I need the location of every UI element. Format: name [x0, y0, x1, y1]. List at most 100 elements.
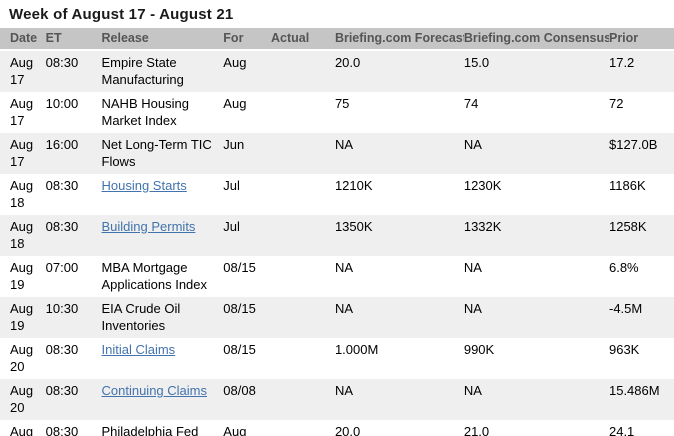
cell-consensus: NA	[463, 137, 482, 152]
cell-for: Jun	[223, 137, 245, 152]
cell-for: Jul	[223, 178, 240, 193]
cell-date: Aug 19	[10, 301, 34, 333]
cell-actual	[271, 215, 335, 256]
cell-actual	[271, 338, 335, 379]
cell-prior: $127.0B	[608, 137, 658, 152]
cell-date: Aug 18	[10, 219, 34, 251]
cell-et: 10:00	[45, 96, 79, 111]
cell-prior: 72	[608, 96, 624, 111]
cell-release: MBA Mortgage Applications Index	[101, 260, 208, 292]
cell-et: 08:30	[45, 219, 79, 234]
table-row: Aug 19 10:30 EIA Crude Oil Inventories 0…	[0, 297, 674, 338]
cell-for: Aug	[223, 55, 247, 70]
column-header-prior: Prior	[608, 28, 674, 51]
cell-date: Aug 19	[10, 260, 34, 292]
cell-for: 08/15	[223, 260, 256, 275]
column-header-et: ET	[45, 28, 102, 51]
table-row: Aug 17 08:30 Empire State Manufacturing …	[0, 50, 674, 92]
column-header-for: For	[223, 28, 271, 51]
page-title: Week of August 17 - August 21	[9, 6, 234, 23]
table-body: Aug 17 08:30 Empire State Manufacturing …	[0, 50, 674, 436]
cell-for: Aug	[223, 424, 247, 436]
cell-actual	[271, 297, 335, 338]
cell-forecast: NA	[334, 383, 353, 398]
cell-et: 08:30	[45, 383, 79, 398]
cell-consensus: NA	[463, 260, 482, 275]
cell-forecast: 75	[334, 96, 350, 111]
cell-consensus: NA	[463, 301, 482, 316]
cell-release: Empire State Manufacturing	[101, 55, 184, 87]
table-row: Aug 20 08:30 Philadelphia Fed Index Aug …	[0, 420, 674, 436]
cell-prior: 1258K	[608, 219, 647, 234]
cell-for: Aug	[223, 96, 247, 111]
cell-for: Jul	[223, 219, 240, 234]
cell-prior: 963K	[608, 342, 640, 357]
cell-et: 08:30	[45, 55, 79, 70]
cell-prior: 15.486M	[608, 383, 660, 398]
cell-et: 08:30	[45, 178, 79, 193]
cell-actual	[271, 174, 335, 215]
table-header: Date ET Release For Actual Briefing.com …	[0, 28, 674, 51]
cell-prior: 24.1	[608, 424, 635, 436]
cell-release: Philadelphia Fed Index	[101, 424, 199, 436]
column-header-actual: Actual	[271, 28, 335, 51]
cell-release: Net Long-Term TIC Flows	[101, 137, 212, 169]
table-row: Aug 17 16:00 Net Long-Term TIC Flows Jun…	[0, 133, 674, 174]
column-header-consensus: Briefing.com Consensus	[463, 28, 609, 51]
economic-calendar-table: Date ET Release For Actual Briefing.com …	[0, 28, 674, 436]
table-row: Aug 17 10:00 NAHB Housing Market Index A…	[0, 92, 674, 133]
cell-forecast: 20.0	[334, 424, 361, 436]
cell-actual	[271, 92, 335, 133]
cell-forecast: NA	[334, 260, 353, 275]
cell-release: EIA Crude Oil Inventories	[101, 301, 181, 333]
cell-for: 08/15	[223, 301, 256, 316]
column-header-forecast: Briefing.com Forecast	[334, 28, 464, 51]
table-row: Aug 20 08:30 Initial Claims 08/15 1.000M…	[0, 338, 674, 379]
table-row: Aug 19 07:00 MBA Mortgage Applications I…	[0, 256, 674, 297]
cell-prior: -4.5M	[608, 301, 643, 316]
cell-consensus: NA	[463, 383, 482, 398]
cell-actual	[271, 379, 335, 420]
cell-release: NAHB Housing Market Index	[101, 96, 189, 128]
cell-prior: 17.2	[608, 55, 635, 70]
header-row: Date ET Release For Actual Briefing.com …	[0, 28, 674, 51]
cell-actual	[271, 256, 335, 297]
cell-forecast: 1210K	[334, 178, 373, 193]
cell-date: Aug 20	[10, 424, 34, 436]
cell-actual	[271, 420, 335, 436]
cell-et: 08:30	[45, 424, 79, 436]
cell-forecast: NA	[334, 137, 353, 152]
cell-forecast: NA	[334, 301, 353, 316]
release-link[interactable]: Housing Starts	[101, 178, 187, 193]
cell-et: 08:30	[45, 342, 79, 357]
cell-for: 08/08	[223, 383, 256, 398]
table-row: Aug 18 08:30 Housing Starts Jul 1210K 12…	[0, 174, 674, 215]
cell-release: Building Permits	[102, 215, 224, 256]
cell-date: Aug 17	[10, 96, 34, 128]
table-row: Aug 20 08:30 Continuing Claims 08/08 NA …	[0, 379, 674, 420]
cell-date: Aug 20	[10, 383, 34, 415]
table-row: Aug 18 08:30 Building Permits Jul 1350K …	[0, 215, 674, 256]
release-link[interactable]: Continuing Claims	[101, 383, 208, 398]
cell-actual	[271, 50, 335, 92]
cell-consensus: 990K	[463, 342, 495, 357]
cell-consensus: 1332K	[463, 219, 502, 234]
cell-release: Continuing Claims	[102, 379, 224, 420]
column-header-release: Release	[101, 28, 224, 51]
cell-date: Aug 17	[10, 137, 34, 169]
cell-consensus: 15.0	[463, 55, 490, 70]
cell-for: 08/15	[223, 342, 256, 357]
cell-et: 16:00	[45, 137, 79, 152]
release-link[interactable]: Building Permits	[101, 219, 196, 234]
cell-consensus: 74	[463, 96, 479, 111]
cell-et: 07:00	[45, 260, 79, 275]
release-link[interactable]: Initial Claims	[101, 342, 176, 357]
cell-release: Initial Claims	[102, 338, 224, 379]
cell-prior: 1186K	[608, 178, 646, 193]
cell-prior: 6.8%	[608, 260, 639, 275]
column-header-date: Date	[0, 28, 46, 51]
cell-date: Aug 20	[10, 342, 34, 374]
cell-forecast: 1.000M	[334, 342, 379, 357]
cell-forecast: 20.0	[334, 55, 361, 70]
